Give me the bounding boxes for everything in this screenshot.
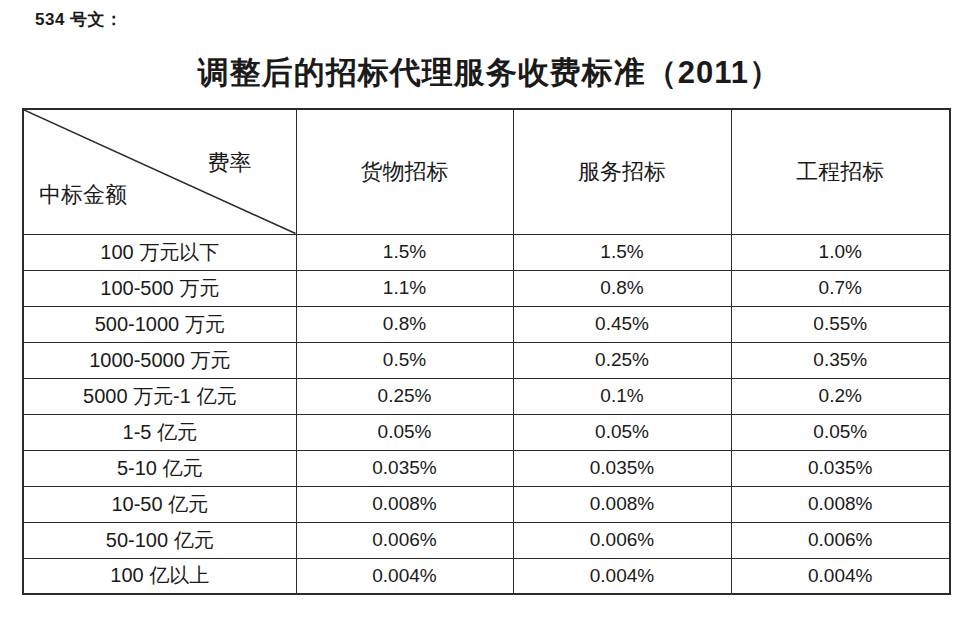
doc-number: 534 号文：	[35, 8, 123, 31]
table-row: 1-5 亿元 0.05% 0.05% 0.05%	[23, 414, 950, 450]
rate-value: 0.05%	[513, 414, 731, 450]
rate-value: 0.05%	[296, 414, 513, 450]
rate-value: 0.5%	[296, 342, 513, 378]
column-header-goods: 货物招标	[296, 109, 513, 234]
corner-label-amount: 中标金额	[39, 180, 127, 210]
rate-value: 0.006%	[513, 522, 731, 558]
rate-value: 1.5%	[296, 234, 513, 270]
amount-label: 100 亿以上	[23, 558, 296, 594]
rate-value: 0.006%	[296, 522, 513, 558]
rate-value: 1.1%	[296, 270, 513, 306]
amount-label: 100-500 万元	[23, 270, 296, 306]
rate-value: 0.05%	[731, 414, 950, 450]
amount-label: 10-50 亿元	[23, 486, 296, 522]
rate-value: 0.8%	[513, 270, 731, 306]
table-row: 100 万元以下 1.5% 1.5% 1.0%	[23, 234, 950, 270]
rate-value: 0.035%	[731, 450, 950, 486]
table-row: 100 亿以上 0.004% 0.004% 0.004%	[23, 558, 950, 594]
table-row: 5000 万元-1 亿元 0.25% 0.1% 0.2%	[23, 378, 950, 414]
amount-label: 5000 万元-1 亿元	[23, 378, 296, 414]
rate-value: 1.5%	[513, 234, 731, 270]
rate-value: 0.035%	[513, 450, 731, 486]
table-row: 10-50 亿元 0.008% 0.008% 0.008%	[23, 486, 950, 522]
amount-label: 500-1000 万元	[23, 306, 296, 342]
rate-value: 0.008%	[296, 486, 513, 522]
table-header-row: 费率 中标金额 货物招标 服务招标 工程招标	[23, 109, 950, 234]
amount-label: 5-10 亿元	[23, 450, 296, 486]
corner-header-cell: 费率 中标金额	[23, 109, 296, 234]
rate-value: 0.008%	[731, 486, 950, 522]
column-header-engineering: 工程招标	[731, 109, 950, 234]
rate-value: 0.55%	[731, 306, 950, 342]
amount-label: 1000-5000 万元	[23, 342, 296, 378]
rate-value: 0.004%	[731, 558, 950, 594]
rate-value: 0.004%	[513, 558, 731, 594]
corner-label-rate: 费率	[208, 148, 252, 178]
rate-value: 0.1%	[513, 378, 731, 414]
amount-label: 1-5 亿元	[23, 414, 296, 450]
table-row: 500-1000 万元 0.8% 0.45% 0.55%	[23, 306, 950, 342]
rate-value: 0.006%	[731, 522, 950, 558]
document-page: { "page": { "doc_number": "534 号文：", "ti…	[0, 0, 979, 629]
rate-value: 1.0%	[731, 234, 950, 270]
rate-value: 0.004%	[296, 558, 513, 594]
table-row: 1000-5000 万元 0.5% 0.25% 0.35%	[23, 342, 950, 378]
rate-value: 0.25%	[296, 378, 513, 414]
table-row: 50-100 亿元 0.006% 0.006% 0.006%	[23, 522, 950, 558]
diagonal-divider-line	[24, 110, 296, 234]
table-row: 5-10 亿元 0.035% 0.035% 0.035%	[23, 450, 950, 486]
page-title: 调整后的招标代理服务收费标准（2011）	[0, 52, 979, 94]
rate-value: 0.7%	[731, 270, 950, 306]
amount-label: 100 万元以下	[23, 234, 296, 270]
column-header-services: 服务招标	[513, 109, 731, 234]
rate-value: 0.8%	[296, 306, 513, 342]
rate-value: 0.2%	[731, 378, 950, 414]
fee-rate-table: 费率 中标金额 货物招标 服务招标 工程招标 100 万元以下 1.5% 1.5…	[22, 108, 951, 595]
amount-label: 50-100 亿元	[23, 522, 296, 558]
rate-value: 0.35%	[731, 342, 950, 378]
rate-value: 0.25%	[513, 342, 731, 378]
table-row: 100-500 万元 1.1% 0.8% 0.7%	[23, 270, 950, 306]
rate-value: 0.45%	[513, 306, 731, 342]
rate-value: 0.035%	[296, 450, 513, 486]
rate-value: 0.008%	[513, 486, 731, 522]
